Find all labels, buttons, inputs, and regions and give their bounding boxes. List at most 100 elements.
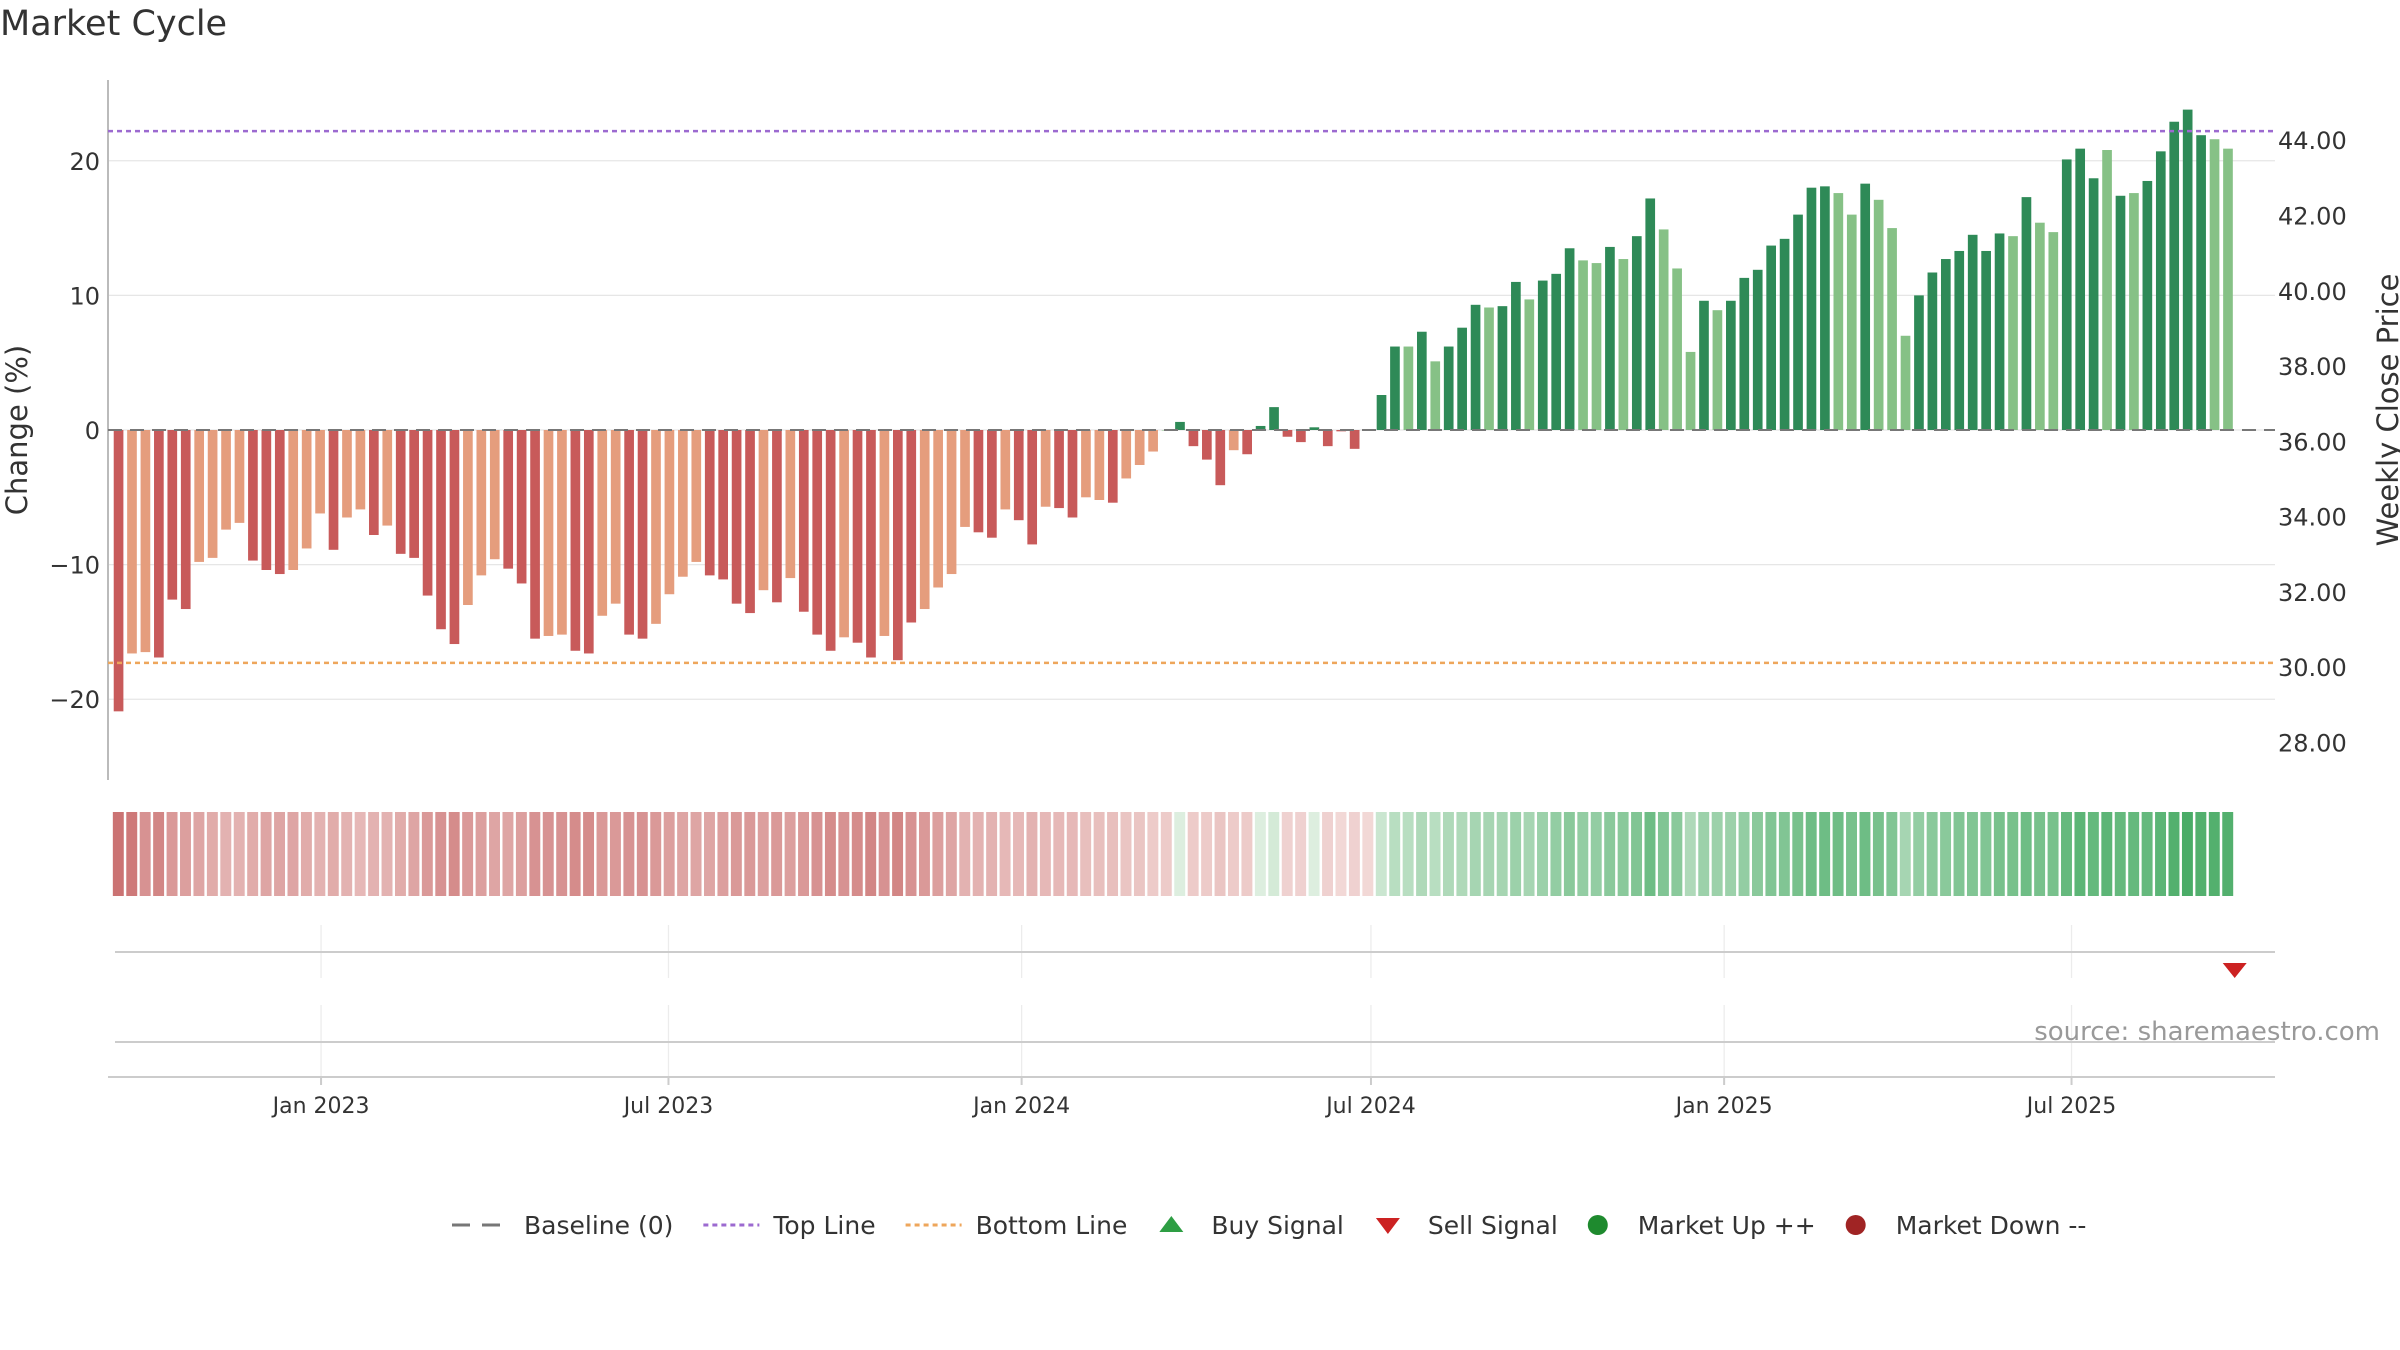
- heatmap-cell: [2128, 812, 2140, 896]
- heatmap-cell: [1711, 812, 1723, 896]
- bar: [1712, 310, 1723, 430]
- bar: [557, 430, 567, 635]
- heatmap-cell: [1631, 812, 1643, 896]
- legend-label: Market Down --: [1896, 1211, 2087, 1240]
- heatmap-cell: [1644, 812, 1656, 896]
- heatmap-cell: [368, 812, 380, 896]
- bar: [180, 430, 191, 610]
- bar: [892, 430, 903, 661]
- y-tick-label: 20: [69, 148, 100, 176]
- bar: [1685, 351, 1696, 430]
- heatmap-cell: [435, 812, 447, 896]
- bar: [1242, 430, 1252, 455]
- heatmap-cell: [892, 812, 904, 896]
- x-tick-label: Jul 2024: [1324, 1094, 1416, 1119]
- heatmap-cell: [1523, 812, 1535, 896]
- bar: [1860, 183, 1871, 430]
- bar: [2088, 178, 2099, 430]
- y2-tick-label: 28.00: [2278, 729, 2347, 757]
- bar: [745, 430, 755, 614]
- heatmap-cell: [1886, 812, 1898, 896]
- bar: [1658, 229, 1669, 430]
- bar: [2008, 236, 2018, 430]
- bar: [2021, 197, 2032, 430]
- heatmap-cell: [771, 812, 783, 896]
- bar: [2209, 139, 2220, 430]
- heatmap-cell: [1819, 812, 1831, 896]
- heatmap-cell: [717, 812, 729, 896]
- bar: [1954, 250, 1965, 430]
- bar: [1107, 430, 1118, 503]
- heatmap-cell: [730, 812, 742, 896]
- bar: [933, 430, 943, 588]
- heatmap-cell: [1308, 812, 1320, 896]
- page-title: Market Cycle: [0, 4, 228, 44]
- heatmap-cell: [744, 812, 756, 896]
- legend-item: Top Line: [703, 1211, 876, 1240]
- heatmap-cell: [1738, 812, 1750, 896]
- heatmap-cell: [1657, 812, 1669, 896]
- heatmap-cell: [1496, 812, 1508, 896]
- heatmap-cell: [542, 812, 554, 896]
- bar: [1967, 234, 1978, 430]
- legend-item: Market Up ++: [1587, 1211, 1816, 1240]
- bar: [248, 430, 258, 561]
- bar: [489, 430, 500, 560]
- legend-item: Market Down --: [1845, 1211, 2087, 1240]
- heatmap-cell: [1725, 812, 1737, 896]
- bar: [825, 430, 836, 651]
- heatmap-cell: [1765, 812, 1777, 896]
- heatmap-cell: [1402, 812, 1414, 896]
- bar: [597, 430, 608, 616]
- bar: [678, 430, 688, 577]
- bar: [1094, 430, 1105, 500]
- heatmap-cell: [1389, 812, 1401, 896]
- heatmap-cell: [650, 812, 662, 896]
- heatmap-cell: [206, 812, 218, 896]
- bar: [973, 430, 984, 533]
- heatmap-cell: [851, 812, 863, 896]
- bar: [1605, 246, 1615, 430]
- triangle-up-icon: [1159, 1216, 1184, 1232]
- heatmap-cell: [784, 812, 796, 896]
- y-tick-label: 10: [69, 282, 100, 310]
- bar: [1591, 263, 1602, 430]
- bar: [140, 430, 151, 653]
- bar: [1188, 430, 1199, 447]
- bar: [1430, 361, 1441, 430]
- bar: [2129, 193, 2139, 430]
- heatmap-cell: [515, 812, 527, 896]
- bar: [1416, 331, 1427, 430]
- bar: [1215, 430, 1226, 486]
- bar: [476, 430, 487, 576]
- y2-tick-label: 40.00: [2278, 278, 2347, 306]
- bar: [1793, 214, 1803, 430]
- bar: [422, 430, 433, 596]
- heatmap-cell: [1805, 812, 1817, 896]
- heatmap-cell: [462, 812, 474, 896]
- heatmap-cell: [1442, 812, 1454, 896]
- heatmap-cell: [180, 812, 191, 896]
- y2-tick-label: 32.00: [2278, 579, 2347, 607]
- bar: [960, 430, 970, 527]
- heatmap-cell: [233, 812, 245, 896]
- heatmap-cell: [1926, 812, 1938, 896]
- heatmap-cell: [193, 812, 205, 896]
- bar: [2115, 195, 2126, 430]
- bar: [1134, 430, 1145, 465]
- bar: [785, 430, 796, 579]
- heatmap-cell: [1953, 812, 1965, 896]
- y-axis-title: Change (%): [0, 345, 34, 515]
- bar: [1309, 427, 1320, 430]
- heatmap-cell: [1066, 812, 1078, 896]
- heatmap-cell: [1080, 812, 1092, 896]
- heatmap-cell: [1268, 812, 1280, 896]
- heatmap-cell: [1335, 812, 1347, 896]
- heatmap-cell: [314, 812, 326, 896]
- bar: [288, 430, 299, 570]
- bar: [2061, 159, 2072, 430]
- bar: [516, 430, 527, 584]
- bar: [919, 430, 930, 610]
- heatmap-cell: [1053, 812, 1065, 896]
